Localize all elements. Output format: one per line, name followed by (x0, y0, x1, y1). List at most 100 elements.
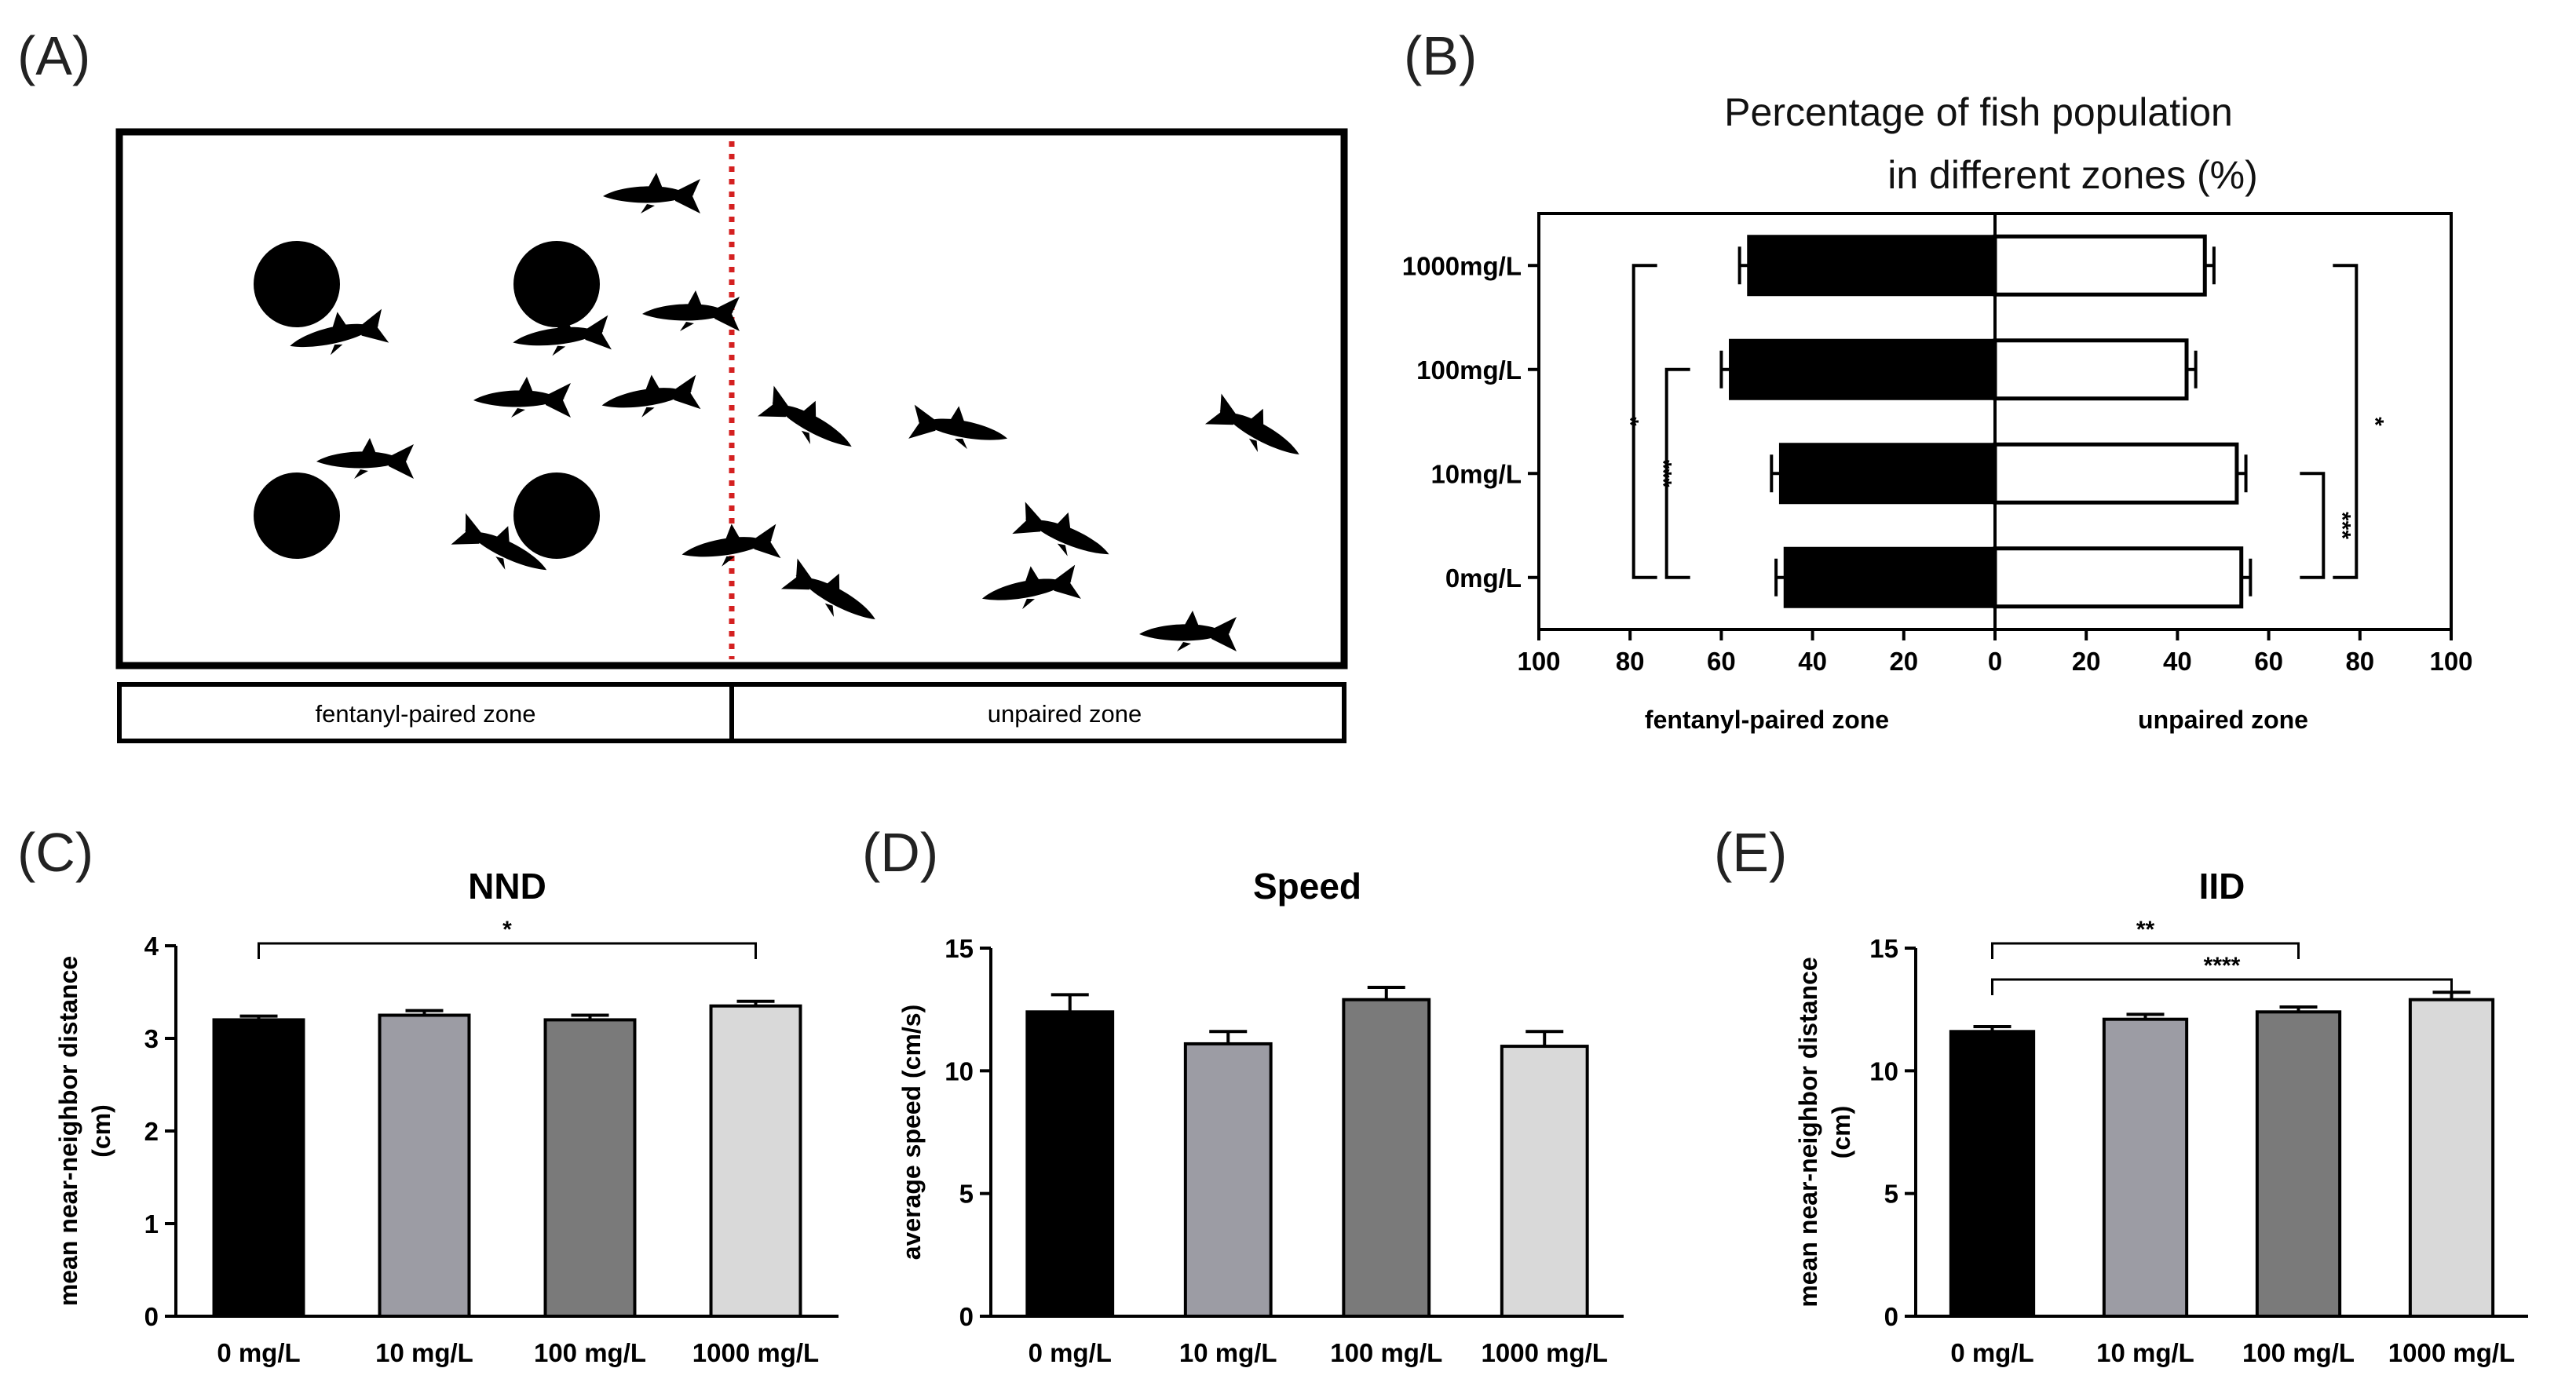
panel-b: (B) Percentage of fish population in dif… (1402, 25, 2473, 734)
zone-label-fentanyl: fentanyl-paired zone (316, 700, 536, 728)
chart-b-bar-fentanyl (1783, 546, 1997, 608)
chart-e-ytick-label: 15 (1869, 934, 1898, 963)
chart-b-category-label: 10mg/L (1431, 459, 1522, 488)
chart-e-category-label: 1000 mg/L (2388, 1338, 2515, 1367)
fish-silhouette-icon (1204, 393, 1299, 455)
chart-c-bar (378, 1013, 471, 1318)
chart-c: NND 0 1 2 3 4 mean near-neighbor distance (cm) 0… (54, 866, 839, 1367)
chart-d-bar (1183, 1042, 1273, 1318)
chart-d-ytick-label: 15 (945, 934, 974, 963)
fish-silhouette-icon (908, 404, 1008, 450)
chart-e-bar (2408, 998, 2495, 1319)
chart-e-title: IID (2199, 866, 2245, 907)
chart-c-category-label: 0 mg/L (217, 1338, 300, 1367)
chart-c-category-label: 1000 mg/L (692, 1338, 819, 1367)
chart-d-bar (1025, 1010, 1115, 1318)
chart-d: Speed 0 5 10 15 average speed (cm/s) 0 mg/L 10 … (897, 866, 1624, 1367)
fish-group (290, 173, 1299, 651)
chart-c-ytick-label: 4 (144, 932, 159, 961)
chart-b-xtick-label: 0 (1988, 647, 2002, 676)
obstacle-circle (513, 241, 600, 327)
zone-label-unpaired: unpaired zone (988, 700, 1142, 728)
chart-c-ylabel: mean near-neighbor distance (54, 956, 82, 1306)
chart-c-bar (543, 1018, 637, 1319)
chart-d-ytick-label: 5 (959, 1180, 974, 1209)
chart-b-xtick-label: 40 (1798, 647, 1827, 676)
chart-e-bar (2102, 1017, 2189, 1318)
chart-c-significance-label: * (502, 917, 512, 943)
chart-e-significance-bracket (1991, 942, 2300, 959)
fish-silhouette-icon (1012, 502, 1109, 556)
chart-e-bar (2255, 1010, 2342, 1318)
fish-silhouette-icon (601, 374, 701, 418)
chart-b-xtick-label: 40 (2163, 647, 2192, 676)
chart-b-significance-label: *** (2329, 512, 2355, 539)
panel-b-title-line2: in different zones (%) (1887, 153, 2258, 197)
chart-d-category-label: 10 mg/L (1179, 1338, 1277, 1367)
chart-b-category-label: 1000mg/L (1402, 251, 1522, 280)
fish-silhouette-icon (642, 290, 740, 331)
chart-e: IID 0 5 10 15 mean near-neighbor distance (cm)… (1794, 866, 2528, 1367)
fish-silhouette-icon (757, 385, 852, 447)
chart-b-xtick-label: 60 (2254, 647, 2283, 676)
chart-b-xlabel-unpaired: unpaired zone (2138, 706, 2308, 734)
chart-c-bar (212, 1018, 305, 1319)
panel-e-label: (E) (1714, 822, 1787, 883)
fish-silhouette-icon (780, 558, 875, 620)
chart-e-significance-label: **** (2204, 953, 2241, 979)
chart-e-ytick-label: 0 (1884, 1302, 1898, 1331)
chart-c-category-label: 10 mg/L (375, 1338, 473, 1367)
chart-b-bar-fentanyl (1747, 235, 1997, 297)
chart-e-significance-label: ** (2136, 917, 2155, 943)
chart-b-xtick-label: 60 (1707, 647, 1736, 676)
fish-silhouette-icon (1139, 611, 1237, 651)
panel-d-label: (D) (862, 822, 938, 883)
chart-b-xtick-label: 80 (1616, 647, 1645, 676)
panel-a: (A) fentanyl-paired zone unpaired zone (17, 25, 1348, 743)
chart-e-bar (1949, 1030, 2036, 1318)
chart-c-ytick-label: 2 (144, 1117, 159, 1146)
panel-b-title-line1: Percentage of fish population (1724, 90, 2233, 134)
chart-b-bar-unpaired (1993, 338, 2189, 401)
chart-b-significance-bracket (1631, 264, 1657, 579)
fish-silhouette-icon (290, 308, 389, 356)
chart-e-ylabel: mean near-neighbor distance (1794, 957, 1822, 1307)
chart-b-significance-label: * (2362, 417, 2388, 426)
chart-b-significance-label: *** (1650, 460, 1676, 487)
chart-b: 1000mg/L 100mg/L 10mg/L 0mg/L 100 80 60 40 20 0 20… (1402, 212, 2473, 734)
chart-b-xtick-label: 80 (2345, 647, 2374, 676)
chart-b-xtick-label: 20 (1889, 647, 1918, 676)
chart-b-xtick-label: 20 (2072, 647, 2101, 676)
chart-b-category-label: 100mg/L (1416, 356, 1522, 385)
fish-silhouette-icon (451, 513, 547, 571)
chart-d-ylabel: average speed (cm/s) (897, 1005, 926, 1260)
chart-b-xtick-label: 100 (1517, 647, 1560, 676)
obstacle-circle (254, 472, 340, 559)
panel-b-label: (B) (1404, 25, 1477, 86)
chart-d-bar (1342, 998, 1431, 1319)
chart-b-bar-fentanyl (1729, 338, 1997, 400)
chart-d-ytick-label: 10 (945, 1056, 974, 1085)
chart-d-ytick-label: 0 (959, 1302, 974, 1331)
panel-d: (D) Speed 0 5 10 15 average speed (cm/s) 0 mg/… (862, 822, 1624, 1367)
chart-b-bar-unpaired (1993, 546, 2244, 609)
chart-b-significance-bracket (2300, 472, 2326, 579)
chart-d-bar (1500, 1045, 1589, 1318)
panel-e: (E) IID 0 5 10 15 mean near-neighbor distance… (1714, 822, 2528, 1367)
obstacle-circle (513, 472, 600, 559)
chart-b-significance-label: * (1617, 417, 1643, 426)
panel-a-label: (A) (17, 25, 90, 86)
fish-silhouette-icon (473, 377, 571, 418)
chart-c-ytick-label: 3 (144, 1024, 159, 1053)
chart-c-ytick-label: 0 (144, 1302, 159, 1331)
chart-c-significance-bracket (258, 942, 757, 959)
chart-b-xtick-label: 100 (2429, 647, 2472, 676)
chart-b-bar-unpaired (1993, 442, 2239, 505)
panel-c: (C) NND 0 1 2 3 4 mean near-neighbor distance(… (17, 822, 839, 1367)
chart-e-category-label: 100 mg/L (2242, 1338, 2355, 1367)
chart-b-bar-fentanyl (1778, 443, 1997, 505)
chart-c-category-label: 100 mg/L (534, 1338, 646, 1367)
fish-silhouette-icon (681, 524, 781, 567)
